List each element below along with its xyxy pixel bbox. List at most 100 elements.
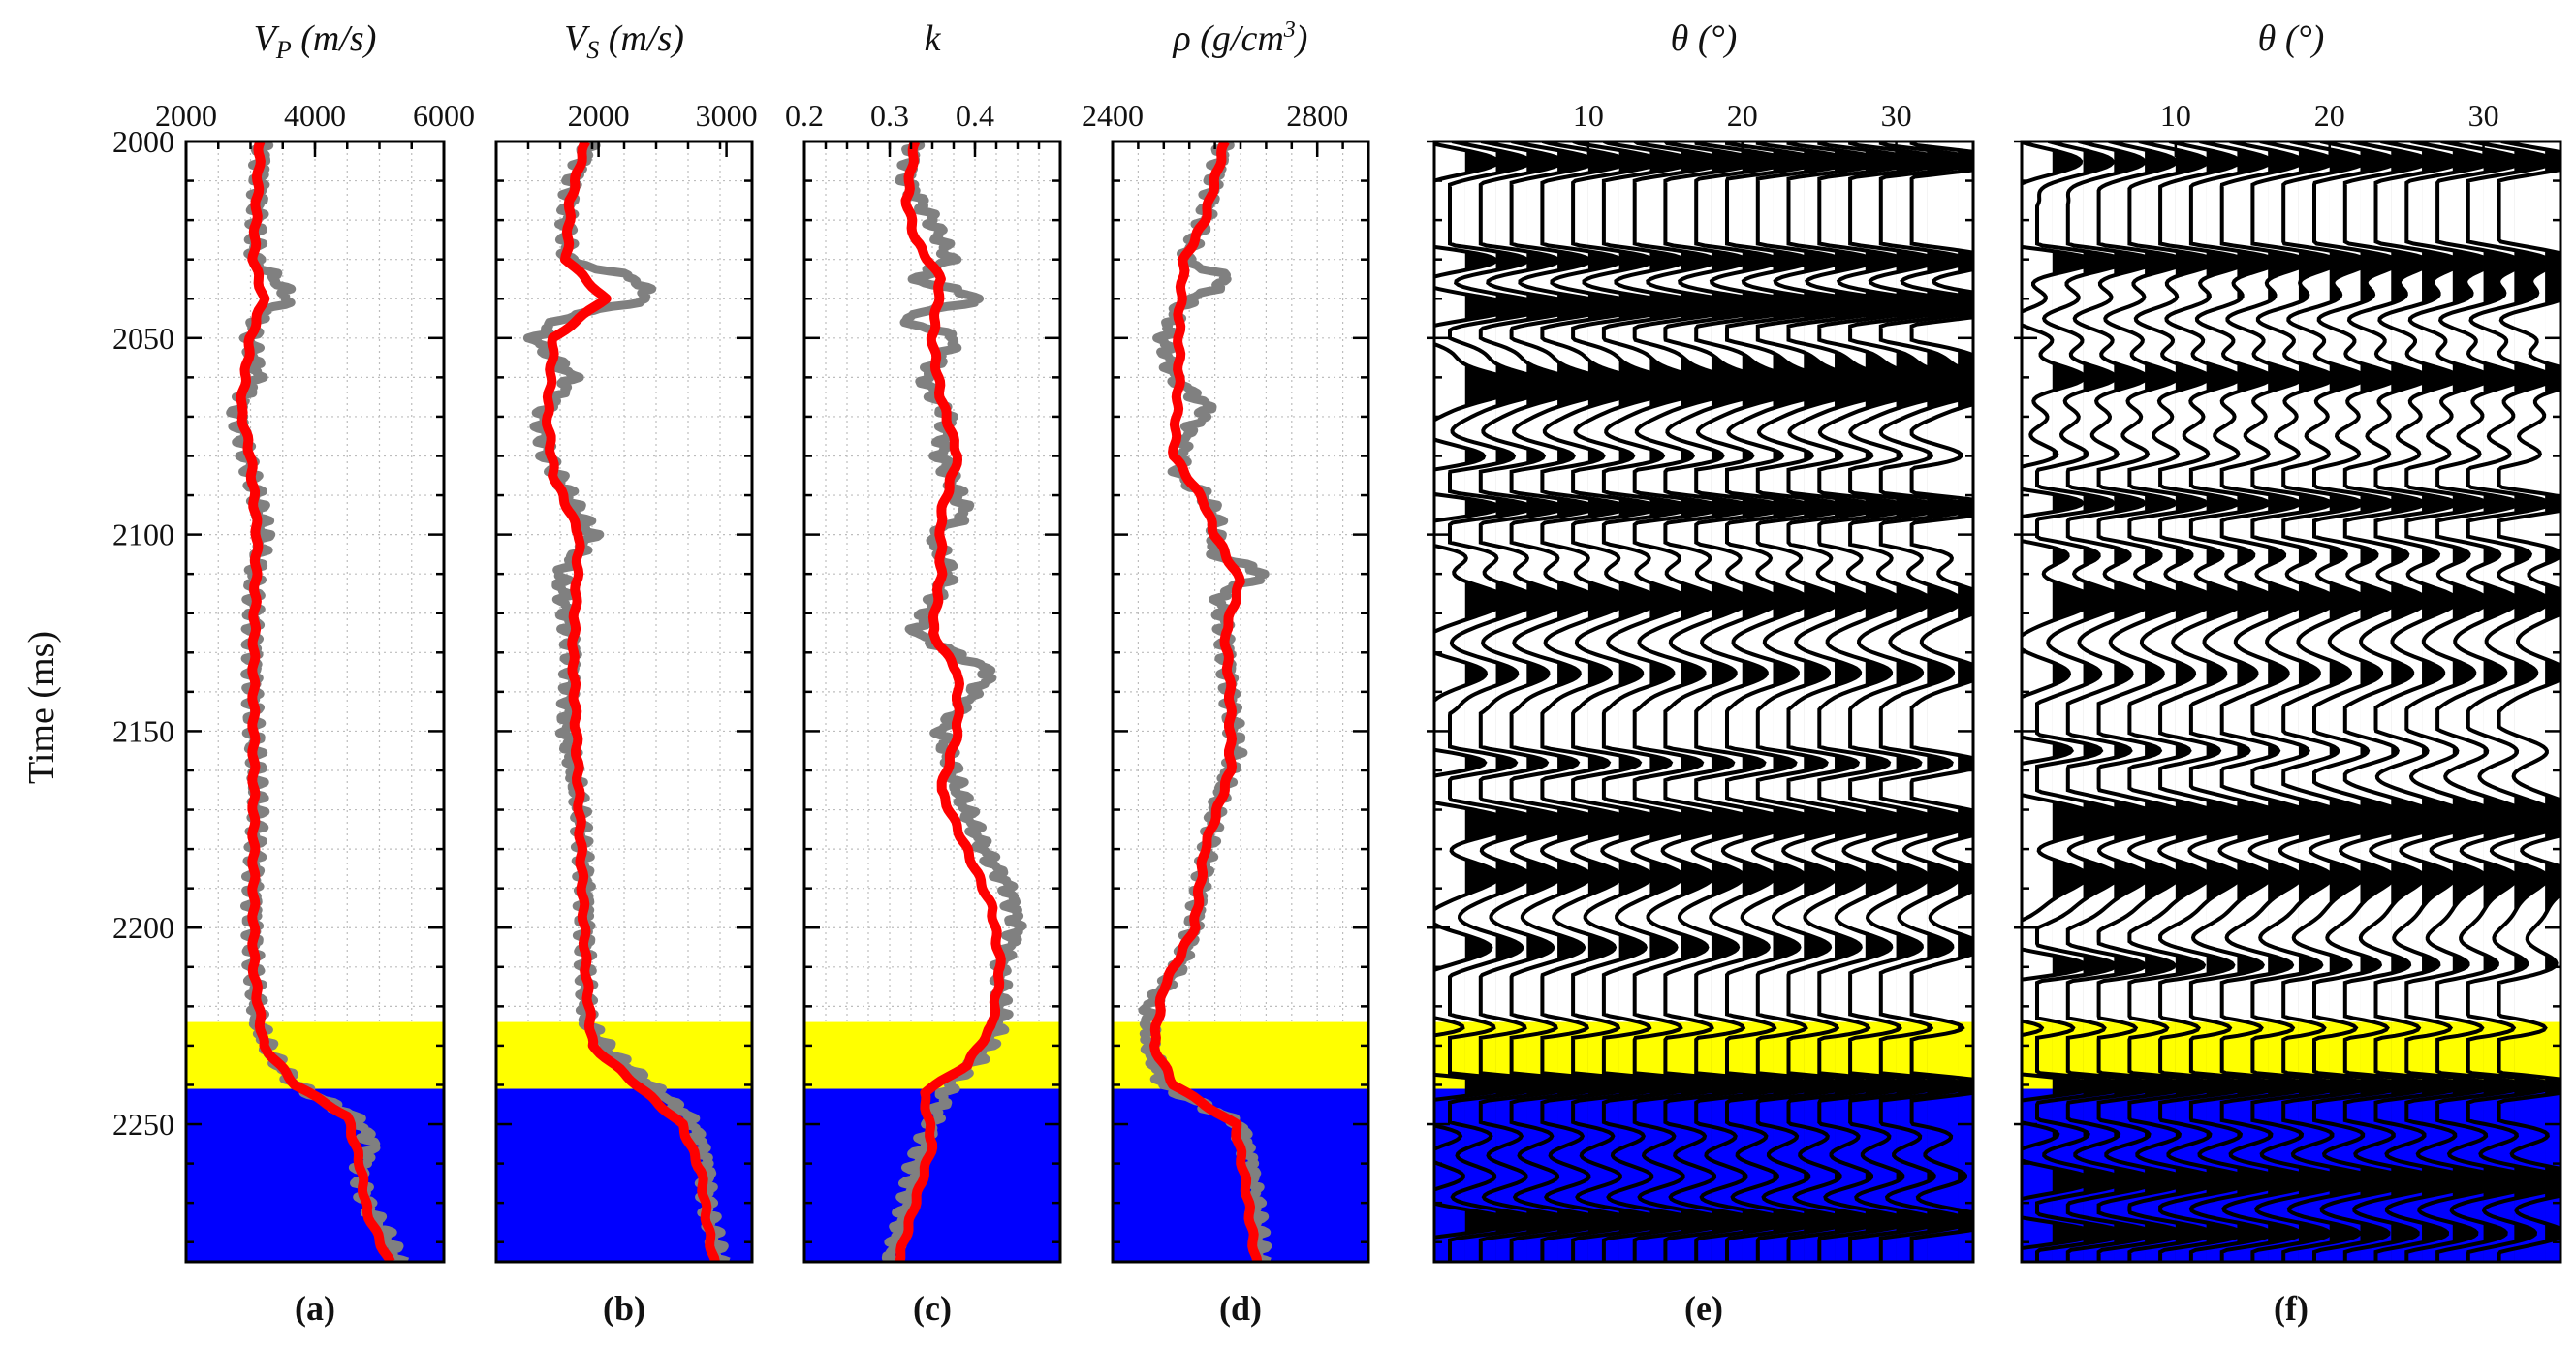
wiggle-trace — [2188, 141, 2285, 1262]
y-ticks — [496, 140, 752, 1243]
wiggle-trace — [1725, 141, 1822, 1262]
wiggle-fill — [1927, 141, 1973, 1262]
x-tick-label: 2000 — [568, 98, 630, 133]
wiggle-trace — [1540, 141, 1637, 1262]
x-ticks — [1111, 141, 1370, 157]
wiggle-fill — [1773, 141, 1819, 1262]
x-tick-label: 0.3 — [870, 98, 909, 133]
log-curve-b — [522, 141, 731, 1262]
x-ticks — [184, 141, 446, 157]
x-tick-label: 0.4 — [956, 98, 994, 133]
panel-b: 2000 3000 VS (m/s) (b) — [494, 18, 758, 1328]
y-tick-label: 2200 — [112, 910, 174, 945]
panel-label-b: (b) — [603, 1289, 645, 1328]
wiggle-trace — [2065, 141, 2162, 1262]
y-tick-label: 2150 — [112, 713, 174, 748]
wiggle-trace — [1663, 141, 1760, 1262]
panel-a: 2000 4000 6000 2000 2050 2100 2150 2200 2250 VP (… — [112, 18, 475, 1328]
smooth-curve-d — [1149, 141, 1263, 1262]
panel-c-plot-area — [804, 141, 1060, 1262]
axis-title-b: VS (m/s) — [564, 18, 684, 64]
wiggle-trace — [1571, 141, 1668, 1262]
wiggle-trace — [1909, 141, 1973, 1262]
yellow-zone — [804, 1021, 1060, 1089]
axis-title-c: k — [925, 18, 942, 59]
panel-label-f: (f) — [2274, 1289, 2309, 1328]
x-tick-label: 4000 — [284, 98, 346, 133]
wiggle-trace — [2435, 141, 2532, 1262]
axis-title-e: θ (°) — [1671, 18, 1738, 59]
x-tick-label: 10 — [1573, 98, 1604, 133]
wiggle-trace — [2127, 141, 2224, 1262]
blue-zone — [186, 1088, 444, 1262]
wiggle-trace — [1632, 141, 1729, 1262]
wiggle-fill — [2514, 141, 2560, 1262]
grid — [1113, 141, 1368, 1022]
y-ticks — [2014, 140, 2560, 1243]
wiggle-fill — [2360, 141, 2406, 1262]
wiggle-fill — [2206, 141, 2253, 1262]
x-tick-label: 2400 — [1082, 98, 1144, 133]
panel-e-plot-area — [1434, 141, 1973, 1262]
panel-f-plot-area — [2022, 141, 2560, 1262]
wiggle-fill — [2483, 141, 2530, 1262]
wiggle-trace — [2342, 141, 2439, 1262]
x-tick-label: 20 — [2314, 98, 2345, 133]
wiggle-trace — [2219, 141, 2316, 1262]
y-tick-label: 2000 — [112, 124, 174, 159]
wiggle-fill — [1742, 141, 1789, 1262]
x-tick-label: 2800 — [1286, 98, 1348, 133]
panel-label-e: (e) — [1684, 1289, 1723, 1328]
y-ticks — [186, 140, 444, 1243]
wiggle-trace — [2312, 141, 2408, 1262]
yellow-zone — [186, 1021, 444, 1089]
y-ticks — [1113, 140, 1368, 1243]
smooth-curve-a — [236, 141, 395, 1262]
axis-title-a: VP (m/s) — [254, 18, 377, 64]
x-ticks — [1586, 141, 1898, 157]
x-ticks — [2174, 141, 2485, 157]
wiggle-fill — [2298, 141, 2345, 1262]
wiggle-trace — [1817, 141, 1914, 1262]
x-tick-label: 20 — [1727, 98, 1758, 133]
smooth-curve-c — [895, 141, 1006, 1262]
panel-e: 10 20 30 θ (°) (e) — [1427, 18, 1975, 1328]
panel-label-a: (a) — [295, 1289, 335, 1328]
wiggle-fill — [2237, 141, 2283, 1262]
wiggle-trace — [2158, 141, 2255, 1262]
panel-d: 2400 2800 ρ (g/cm3) (d) — [1082, 17, 1370, 1328]
wiggle-trace — [2281, 141, 2378, 1262]
wiggle-trace — [1478, 141, 1576, 1262]
x-tick-label: 30 — [2468, 98, 2499, 133]
wiggle-trace — [2404, 141, 2501, 1262]
y-axis-label: Time (ms) — [21, 631, 62, 784]
panel-f: 10 20 30 θ (°) (f) — [2014, 18, 2562, 1328]
wiggle-trace — [2022, 141, 2101, 1251]
y-tick-label: 2050 — [112, 321, 174, 356]
x-tick-label: 10 — [2160, 98, 2191, 133]
wiggle-trace — [1509, 141, 1607, 1262]
wiggle-trace — [1694, 141, 1791, 1262]
wiggle-trace — [2373, 141, 2470, 1262]
wiggle-fill — [2391, 141, 2437, 1262]
panel-frame — [2020, 140, 2562, 1264]
x-tick-label: 6000 — [413, 98, 475, 133]
log-curve-c — [881, 141, 1027, 1262]
x-tick-label: 3000 — [696, 98, 758, 133]
wiggle-fill — [2268, 141, 2314, 1262]
wiggle-trace — [2096, 141, 2193, 1262]
x-ticks — [802, 141, 1062, 157]
panel-label-d: (d) — [1219, 1289, 1262, 1328]
y-tick-label: 2100 — [112, 518, 174, 552]
x-tick-label: 2000 — [155, 98, 217, 133]
grid — [186, 141, 444, 1022]
wiggle-trace — [1848, 141, 1945, 1262]
wiggle-trace — [2497, 141, 2560, 1262]
x-tick-label: 30 — [1881, 98, 1912, 133]
y-tick-label: 2250 — [112, 1107, 174, 1142]
wiggle-trace — [2250, 141, 2347, 1262]
panel-label-c: (c) — [913, 1289, 952, 1328]
panel-frame — [1432, 140, 1975, 1264]
panel-d-plot-area — [1113, 141, 1368, 1262]
